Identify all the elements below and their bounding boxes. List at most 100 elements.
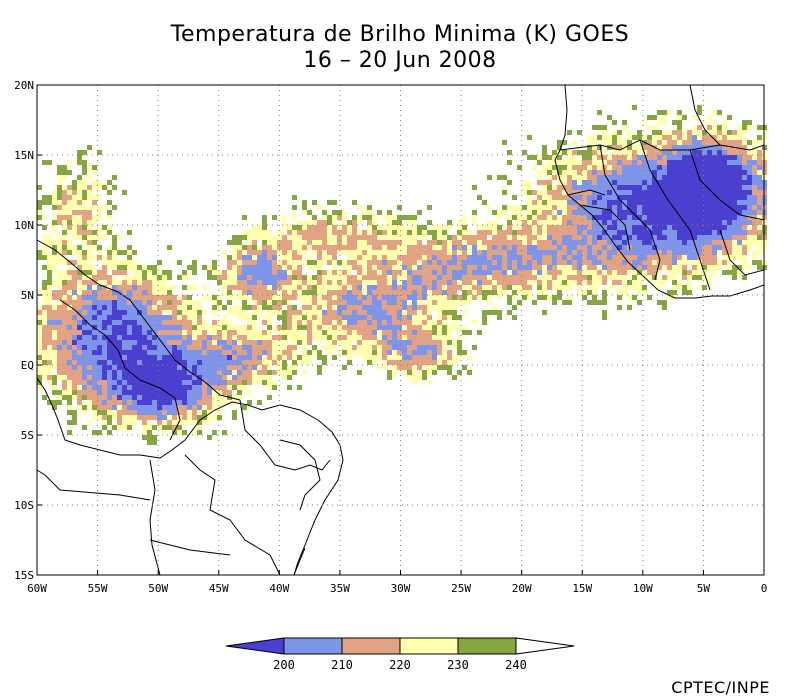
field-cell bbox=[97, 290, 102, 295]
field-cell bbox=[147, 370, 152, 375]
field-cell bbox=[87, 295, 92, 300]
field-cell bbox=[297, 335, 302, 340]
field-cell bbox=[97, 195, 102, 200]
field-cell bbox=[372, 295, 377, 300]
field-cell bbox=[642, 265, 647, 270]
field-cell bbox=[437, 330, 442, 335]
field-cell bbox=[457, 255, 462, 260]
field-cell bbox=[217, 270, 222, 275]
field-cell bbox=[222, 385, 227, 390]
lon-tick-label: 60W bbox=[27, 582, 47, 595]
field-cell bbox=[42, 215, 47, 220]
field-cell bbox=[582, 215, 587, 220]
field-cell bbox=[467, 240, 472, 245]
field-cell bbox=[172, 340, 177, 345]
field-cell bbox=[392, 230, 397, 235]
field-cell bbox=[432, 230, 437, 235]
field-cell bbox=[322, 215, 327, 220]
field-cell bbox=[257, 250, 262, 255]
field-cell bbox=[167, 405, 172, 410]
field-cell bbox=[647, 275, 652, 280]
lon-tick-label: 10W bbox=[633, 582, 653, 595]
field-cell bbox=[352, 325, 357, 330]
field-cell bbox=[652, 245, 657, 250]
field-cell bbox=[72, 235, 77, 240]
field-cell bbox=[717, 140, 722, 145]
field-cell bbox=[327, 240, 332, 245]
field-cell bbox=[277, 275, 282, 280]
field-cell bbox=[447, 315, 452, 320]
field-cell bbox=[687, 195, 692, 200]
field-cell bbox=[352, 230, 357, 235]
field-cell bbox=[302, 290, 307, 295]
field-cell bbox=[197, 355, 202, 360]
field-cell bbox=[62, 225, 67, 230]
field-cell bbox=[487, 255, 492, 260]
field-cell bbox=[677, 155, 682, 160]
field-cell bbox=[702, 235, 707, 240]
field-cell bbox=[372, 215, 377, 220]
field-cell bbox=[527, 285, 532, 290]
field-cell bbox=[667, 180, 672, 185]
field-cell bbox=[502, 245, 507, 250]
field-cell bbox=[592, 195, 597, 200]
field-cell bbox=[412, 315, 417, 320]
field-cell bbox=[427, 345, 432, 350]
field-cell bbox=[207, 375, 212, 380]
field-cell bbox=[197, 305, 202, 310]
field-cell bbox=[112, 360, 117, 365]
field-cell bbox=[42, 245, 47, 250]
field-cell bbox=[687, 235, 692, 240]
field-cell bbox=[652, 195, 657, 200]
field-cell bbox=[682, 255, 687, 260]
field-cell bbox=[447, 365, 452, 370]
field-cell bbox=[37, 320, 42, 325]
field-cell bbox=[702, 255, 707, 260]
field-cell bbox=[652, 190, 657, 195]
field-cell bbox=[157, 320, 162, 325]
field-cell bbox=[307, 310, 312, 315]
field-cell bbox=[432, 295, 437, 300]
field-cell bbox=[377, 305, 382, 310]
field-cell bbox=[92, 415, 97, 420]
field-cell bbox=[572, 265, 577, 270]
field-cell bbox=[412, 375, 417, 380]
field-cell bbox=[132, 345, 137, 350]
field-cell bbox=[572, 155, 577, 160]
field-cell bbox=[297, 240, 302, 245]
field-cell bbox=[222, 340, 227, 345]
field-cell bbox=[142, 285, 147, 290]
field-cell bbox=[662, 250, 667, 255]
field-cell bbox=[397, 305, 402, 310]
field-cell bbox=[567, 180, 572, 185]
field-cell bbox=[597, 155, 602, 160]
field-cell bbox=[77, 230, 82, 235]
field-cell bbox=[667, 270, 672, 275]
field-cell bbox=[517, 240, 522, 245]
field-cell bbox=[467, 295, 472, 300]
field-cell bbox=[297, 230, 302, 235]
field-cell bbox=[327, 345, 332, 350]
field-cell bbox=[612, 240, 617, 245]
field-cell bbox=[627, 135, 632, 140]
field-cell bbox=[342, 250, 347, 255]
field-cell bbox=[427, 285, 432, 290]
field-cell bbox=[277, 245, 282, 250]
field-cell bbox=[667, 160, 672, 165]
field-cell bbox=[127, 425, 132, 430]
field-cell bbox=[677, 225, 682, 230]
field-cell bbox=[352, 310, 357, 315]
field-cell bbox=[437, 275, 442, 280]
field-cell bbox=[602, 220, 607, 225]
field-cell bbox=[712, 140, 717, 145]
field-cell bbox=[572, 205, 577, 210]
field-cell bbox=[317, 205, 322, 210]
field-cell bbox=[257, 275, 262, 280]
field-cell bbox=[627, 155, 632, 160]
field-cell bbox=[597, 265, 602, 270]
field-cell bbox=[612, 135, 617, 140]
field-cell bbox=[127, 230, 132, 235]
field-cell bbox=[567, 195, 572, 200]
field-cell bbox=[732, 230, 737, 235]
field-cell bbox=[317, 265, 322, 270]
